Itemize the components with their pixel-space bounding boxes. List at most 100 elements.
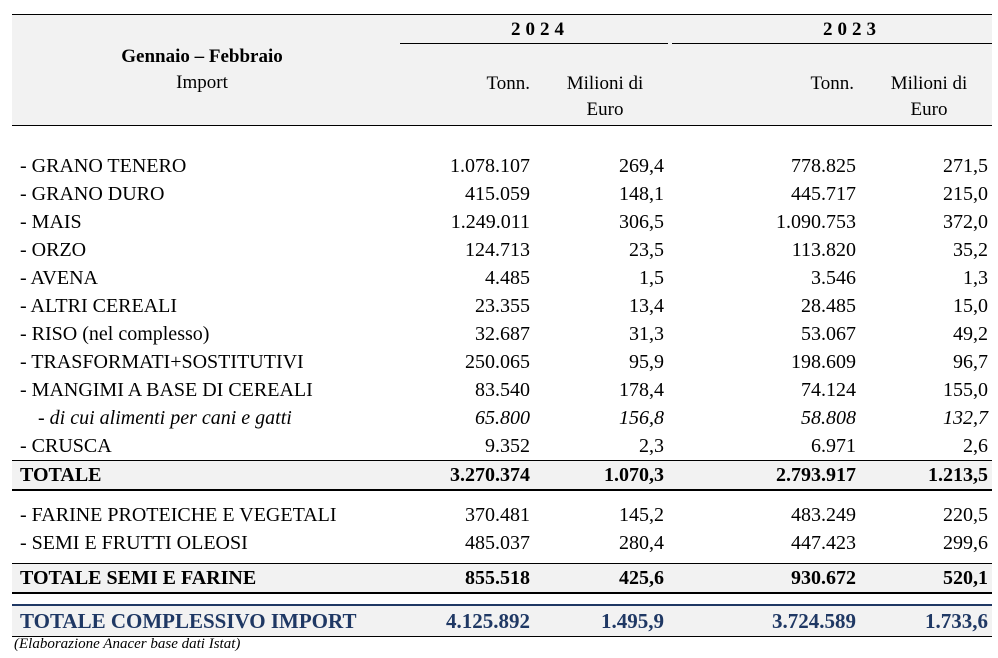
cell-eur-2023: 1.733,6	[925, 609, 988, 633]
import-label: Import	[176, 72, 228, 93]
cell-tonn-2024: 4.485	[485, 267, 530, 289]
total-row: TOTALE 3.270.374 1.070,3 2.793.917 1.213,5	[12, 460, 992, 491]
cell-tonn-2023: 2.793.917	[776, 464, 856, 486]
row-label: - RISO (nel complesso)	[20, 323, 210, 345]
year-2024: 2024	[511, 19, 569, 40]
cell-tonn-2023: 447.423	[791, 532, 856, 554]
cell-tonn-2023: 3.724.589	[772, 609, 856, 633]
cell-eur-2023: 520,1	[943, 567, 988, 589]
cell-eur-2024: 95,9	[629, 351, 664, 373]
cell-tonn-2024: 3.270.374	[450, 464, 530, 486]
cell-tonn-2024: 65.800	[475, 407, 530, 429]
cell-eur-2024: 2,3	[639, 435, 664, 457]
spacer	[12, 594, 992, 604]
table-row: - CRUSCA 9.352 2,3 6.971 2,6	[12, 432, 992, 460]
table-row: - TRASFORMATI+SOSTITUTIVI 250.065 95,9 198.…	[12, 348, 992, 376]
row-label: - SEMI E FRUTTI OLEOSI	[20, 532, 248, 554]
cell-eur-2023: 35,2	[953, 239, 988, 261]
cell-eur-2024: 280,4	[619, 532, 664, 554]
cell-tonn-2023: 74.124	[801, 379, 856, 401]
spacer	[12, 491, 992, 501]
cell-tonn-2024: 370.481	[465, 504, 530, 526]
cell-eur-2023: 220,5	[943, 504, 988, 526]
table-row: - AVENA 4.485 1,5 3.546 1,3	[12, 264, 992, 292]
row-label: - GRANO TENERO	[20, 155, 187, 177]
table-row: - SEMI E FRUTTI OLEOSI 485.037 280,4 447.42…	[12, 529, 992, 557]
cell-tonn-2024: 9.352	[485, 435, 530, 457]
cell-eur-2023: 49,2	[953, 323, 988, 345]
table-row: - ALTRI CEREALI 23.355 13,4 28.485 15,0	[12, 292, 992, 320]
table-row: - RISO (nel complesso) 32.687 31,3 53.067 49…	[12, 320, 992, 348]
cell-eur-2023: 372,0	[943, 211, 988, 233]
cell-tonn-2023: 483.249	[791, 504, 856, 526]
table-row: - GRANO DURO 415.059 148,1 445.717 215,0	[12, 180, 992, 208]
year-2024-rule	[400, 43, 668, 44]
cell-eur-2023: 271,5	[943, 155, 988, 177]
cell-tonn-2024: 32.687	[475, 323, 530, 345]
cell-tonn-2024: 4.125.892	[446, 609, 530, 633]
cell-eur-2024: 145,2	[619, 504, 664, 526]
year-2023-rule	[672, 43, 992, 44]
cell-tonn-2024: 1.249.011	[450, 211, 530, 233]
row-label: - TRASFORMATI+SOSTITUTIVI	[20, 351, 304, 373]
cell-eur-2023: 132,7	[943, 407, 988, 429]
cell-eur-2024: 306,5	[619, 211, 664, 233]
cell-tonn-2024: 415.059	[465, 183, 530, 205]
cell-tonn-2024: 83.540	[475, 379, 530, 401]
row-label: - MAIS	[20, 211, 82, 233]
cell-eur-2023: 2,6	[963, 435, 988, 457]
row-label: - ORZO	[20, 239, 87, 261]
cell-tonn-2024: 23.355	[475, 295, 530, 317]
table-row: - MAIS 1.249.011 306,5 1.090.753 372,0	[12, 208, 992, 236]
col-tonn-2024: Tonn.	[486, 73, 530, 94]
source-note: (Elaborazione Anacer base dati Istat)	[14, 636, 241, 652]
table-row: - MANGIMI A BASE DI CEREALI 83.540 178,4 74…	[12, 376, 992, 404]
cell-tonn-2023: 58.808	[801, 407, 856, 429]
cell-tonn-2023: 113.820	[791, 239, 856, 261]
import-table: Gennaio – Febbraio Import 2024 2023 Tonn…	[12, 14, 992, 637]
cell-eur-2024: 1.070,3	[604, 464, 664, 486]
cell-tonn-2023: 930.672	[791, 567, 856, 589]
cell-eur-2023: 299,6	[943, 532, 988, 554]
cell-tonn-2023: 445.717	[791, 183, 856, 205]
row-label: TOTALE COMPLESSIVO IMPORT	[20, 609, 357, 633]
year-2023: 2023	[823, 19, 881, 40]
cell-tonn-2023: 53.067	[801, 323, 856, 345]
table-row-subitem: - di cui alimenti per cani e gatti 65.800…	[12, 404, 992, 432]
cell-eur-2024: 148,1	[619, 183, 664, 205]
col-eur-2023-l1: Milioni di	[890, 73, 968, 94]
row-label: TOTALE SEMI E FARINE	[20, 567, 257, 589]
row-label: - GRANO DURO	[20, 183, 165, 205]
cell-tonn-2024: 485.037	[465, 532, 530, 554]
col-eur-2023-l2: Euro	[910, 99, 948, 120]
col-eur-2024-l2: Euro	[586, 99, 624, 120]
row-label: - FARINE PROTEICHE E VEGETALI	[20, 504, 337, 526]
cell-eur-2023: 15,0	[953, 295, 988, 317]
cell-eur-2023: 1.213,5	[928, 464, 988, 486]
row-label: - di cui alimenti per cani e gatti	[38, 407, 292, 429]
table-row: - GRANO TENERO 1.078.107 269,4 778.825 271,5	[12, 152, 992, 180]
cell-eur-2024: 23,5	[629, 239, 664, 261]
cell-tonn-2023: 3.546	[811, 267, 856, 289]
col-tonn-2023: Tonn.	[810, 73, 854, 94]
row-label: - ALTRI CEREALI	[20, 295, 178, 317]
total-complessivo-row: TOTALE COMPLESSIVO IMPORT 4.125.892 1.495,…	[12, 604, 992, 637]
cell-eur-2024: 156,8	[619, 407, 664, 429]
cell-eur-2024: 31,3	[629, 323, 664, 345]
table-row: - ORZO 124.713 23,5 113.820 35,2	[12, 236, 992, 264]
cell-tonn-2024: 1.078.107	[450, 155, 530, 177]
cell-tonn-2023: 1.090.753	[776, 211, 856, 233]
col-eur-2024-l1: Milioni di	[566, 73, 644, 94]
spacer	[12, 126, 992, 152]
row-label: TOTALE	[20, 464, 102, 486]
cell-eur-2024: 178,4	[619, 379, 664, 401]
cell-eur-2024: 1,5	[639, 267, 664, 289]
cell-tonn-2024: 855.518	[465, 567, 530, 589]
cell-tonn-2024: 124.713	[465, 239, 530, 261]
row-label: - AVENA	[20, 267, 98, 289]
period-label: Gennaio – Febbraio	[121, 46, 283, 67]
table-header: Gennaio – Febbraio Import 2024 2023 Tonn…	[12, 14, 992, 126]
cell-tonn-2024: 250.065	[465, 351, 530, 373]
cell-eur-2023: 155,0	[943, 379, 988, 401]
table-row: - FARINE PROTEICHE E VEGETALI 370.481 145,…	[12, 501, 992, 529]
